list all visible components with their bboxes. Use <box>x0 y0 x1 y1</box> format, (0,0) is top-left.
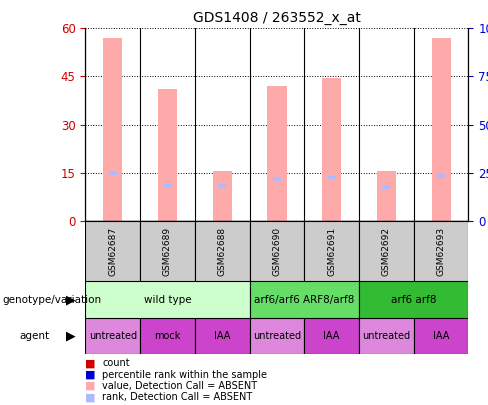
Bar <box>158 89 177 221</box>
Text: ■: ■ <box>85 381 96 391</box>
Bar <box>85 221 140 281</box>
Bar <box>322 78 341 221</box>
Bar <box>359 318 414 354</box>
Text: untreated: untreated <box>89 331 137 341</box>
Text: wild type: wild type <box>143 295 191 305</box>
Text: count: count <box>102 358 130 369</box>
Text: untreated: untreated <box>253 331 301 341</box>
Bar <box>85 281 249 318</box>
Text: rank, Detection Call = ABSENT: rank, Detection Call = ABSENT <box>102 392 253 403</box>
Bar <box>249 318 305 354</box>
Bar <box>249 281 359 318</box>
Text: GSM62690: GSM62690 <box>272 226 282 276</box>
Bar <box>195 221 249 281</box>
Bar <box>273 177 281 181</box>
Bar <box>305 221 359 281</box>
Text: mock: mock <box>154 331 181 341</box>
Bar <box>85 318 140 354</box>
Bar <box>437 174 445 178</box>
Text: ■: ■ <box>85 392 96 403</box>
Bar <box>377 171 396 221</box>
Bar <box>109 171 117 175</box>
Bar <box>359 281 468 318</box>
Bar <box>327 175 336 179</box>
Text: GSM62688: GSM62688 <box>218 226 227 276</box>
Text: genotype/variation: genotype/variation <box>2 295 102 305</box>
Bar <box>213 171 232 221</box>
Text: GSM62693: GSM62693 <box>437 226 446 276</box>
Bar <box>163 183 172 188</box>
Bar <box>382 185 390 189</box>
Bar <box>414 221 468 281</box>
Text: ■: ■ <box>85 370 96 380</box>
Text: IAA: IAA <box>214 331 230 341</box>
Bar <box>195 318 249 354</box>
Text: arf6/arf6 ARF8/arf8: arf6/arf6 ARF8/arf8 <box>254 295 354 305</box>
Text: IAA: IAA <box>324 331 340 341</box>
Text: untreated: untreated <box>362 331 410 341</box>
Bar <box>431 38 451 221</box>
Text: IAA: IAA <box>433 331 449 341</box>
Bar <box>414 318 468 354</box>
Bar <box>140 318 195 354</box>
Title: GDS1408 / 263552_x_at: GDS1408 / 263552_x_at <box>193 11 361 25</box>
Bar <box>249 221 305 281</box>
Text: GSM62691: GSM62691 <box>327 226 336 276</box>
Text: ■: ■ <box>85 358 96 369</box>
Bar <box>305 318 359 354</box>
Text: agent: agent <box>20 331 50 341</box>
Text: GSM62689: GSM62689 <box>163 226 172 276</box>
Bar <box>267 86 286 221</box>
Text: GSM62687: GSM62687 <box>108 226 117 276</box>
Bar <box>218 183 226 188</box>
Text: ▶: ▶ <box>66 293 76 306</box>
Bar <box>359 221 414 281</box>
Text: value, Detection Call = ABSENT: value, Detection Call = ABSENT <box>102 381 258 391</box>
Bar <box>140 221 195 281</box>
Text: percentile rank within the sample: percentile rank within the sample <box>102 370 267 380</box>
Text: GSM62692: GSM62692 <box>382 227 391 275</box>
Text: ▶: ▶ <box>66 330 76 343</box>
Text: arf6 arf8: arf6 arf8 <box>391 295 436 305</box>
Bar <box>103 38 122 221</box>
